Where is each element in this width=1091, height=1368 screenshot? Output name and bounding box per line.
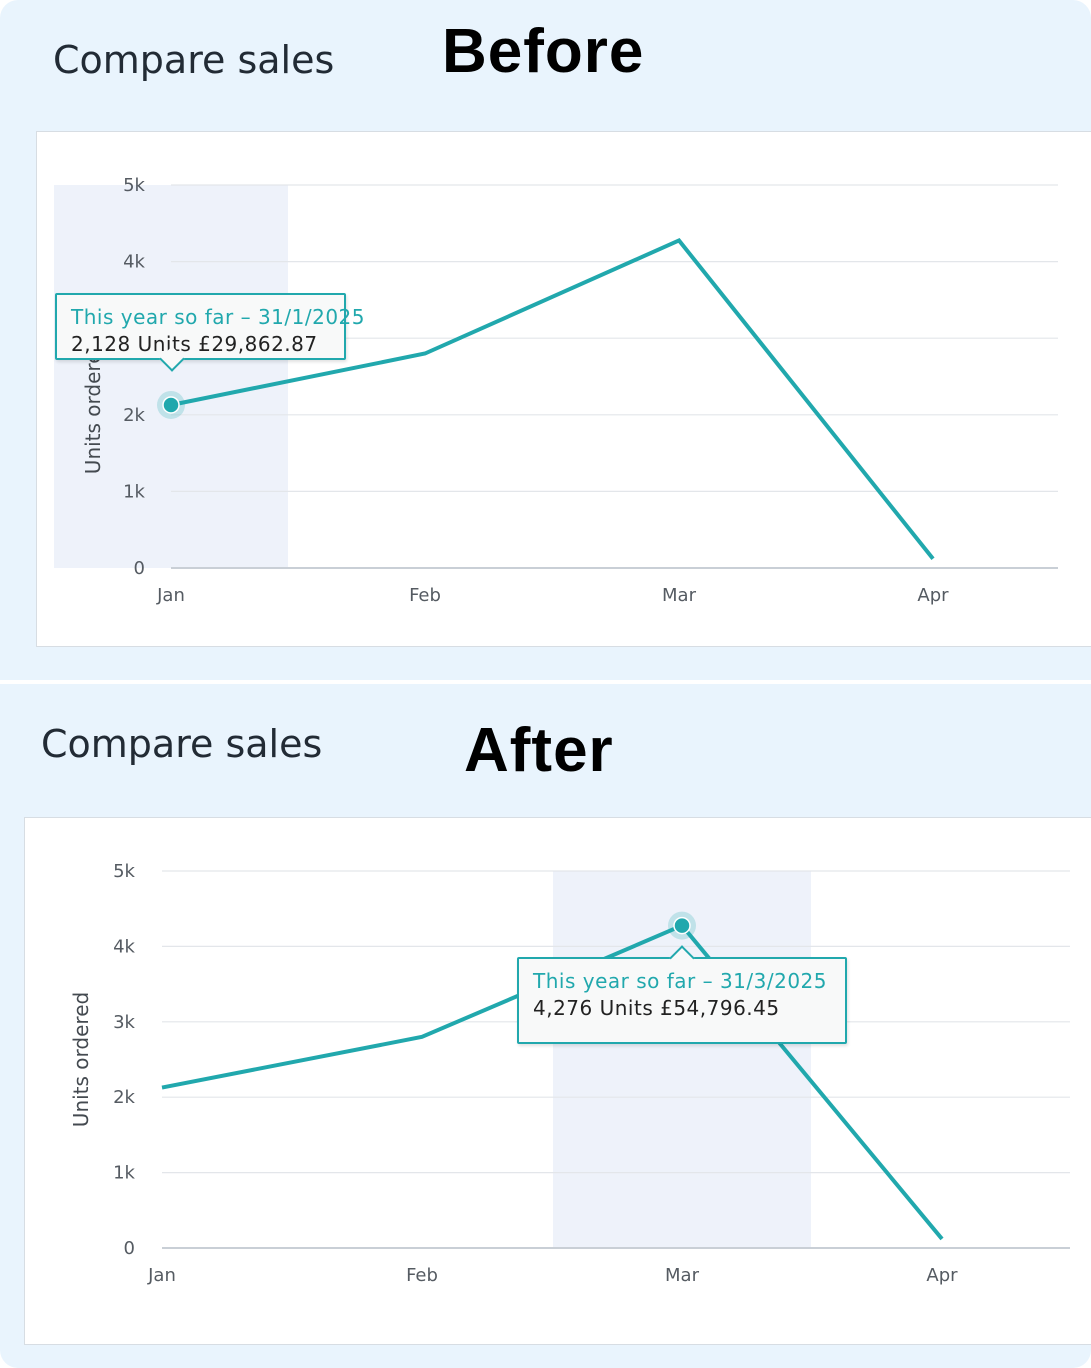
x-tick-label: Jan	[147, 1265, 176, 1286]
y-tick-label: 3k	[113, 1012, 135, 1033]
tooltip-title: This year so far – 31/3/2025	[533, 969, 827, 993]
hover-highlight-band	[54, 185, 288, 568]
x-tick-label: Mar	[665, 1265, 700, 1286]
tooltip-title: This year so far – 31/1/2025	[71, 305, 365, 329]
y-tick-label: 0	[134, 558, 145, 579]
before-panel: Compare sales Before 01k2k3k4k5kJanFebMa…	[0, 0, 1091, 680]
y-tick-label: 5k	[113, 861, 135, 882]
x-tick-label: Jan	[156, 585, 185, 606]
y-tick-label: 4k	[123, 252, 145, 273]
y-axis-label: Units ordered	[69, 992, 93, 1127]
x-tick-label: Feb	[409, 585, 441, 606]
y-tick-label: 5k	[123, 175, 145, 196]
tooltip-value: 2,128 Units £29,862.87	[71, 332, 318, 356]
y-tick-label: 0	[124, 1238, 135, 1259]
after-label: After	[464, 716, 614, 785]
y-tick-label: 1k	[113, 1163, 135, 1184]
y-axis-label: Units ordered	[81, 339, 105, 474]
y-tick-label: 2k	[113, 1087, 135, 1108]
y-tick-label: 2k	[123, 405, 145, 426]
before-label: Before	[442, 17, 645, 86]
panel-title: Compare sales	[53, 38, 335, 82]
chart-tooltip: This year so far – 31/1/2025 2,128 Units…	[55, 293, 365, 372]
chart-tooltip: This year so far – 31/3/2025 4,276 Units…	[517, 945, 847, 1044]
data-point	[162, 396, 180, 414]
y-tick-label: 4k	[113, 936, 135, 957]
x-tick-label: Apr	[917, 585, 949, 606]
tooltip-value: 4,276 Units £54,796.45	[533, 996, 780, 1020]
x-tick-label: Apr	[926, 1265, 958, 1286]
x-tick-label: Feb	[406, 1265, 438, 1286]
panel-title: Compare sales	[41, 722, 323, 766]
data-point	[673, 916, 691, 935]
divider	[0, 680, 1091, 684]
after-panel: Compare sales After 0 1k 2k 3k 4k 5k Jan Feb Mar…	[0, 684, 1091, 1368]
x-tick-label: Mar	[662, 585, 697, 606]
y-tick-label: 1k	[123, 481, 145, 502]
chart-card: 0 1k 2k 3k 4k 5k Jan Feb Mar Apr Units ordered Thi…	[24, 817, 1091, 1345]
series-line	[170, 238, 935, 561]
line-chart: 0 1k 2k 3k 4k 5k Jan Feb Mar Apr Units ordered	[69, 861, 1070, 1286]
